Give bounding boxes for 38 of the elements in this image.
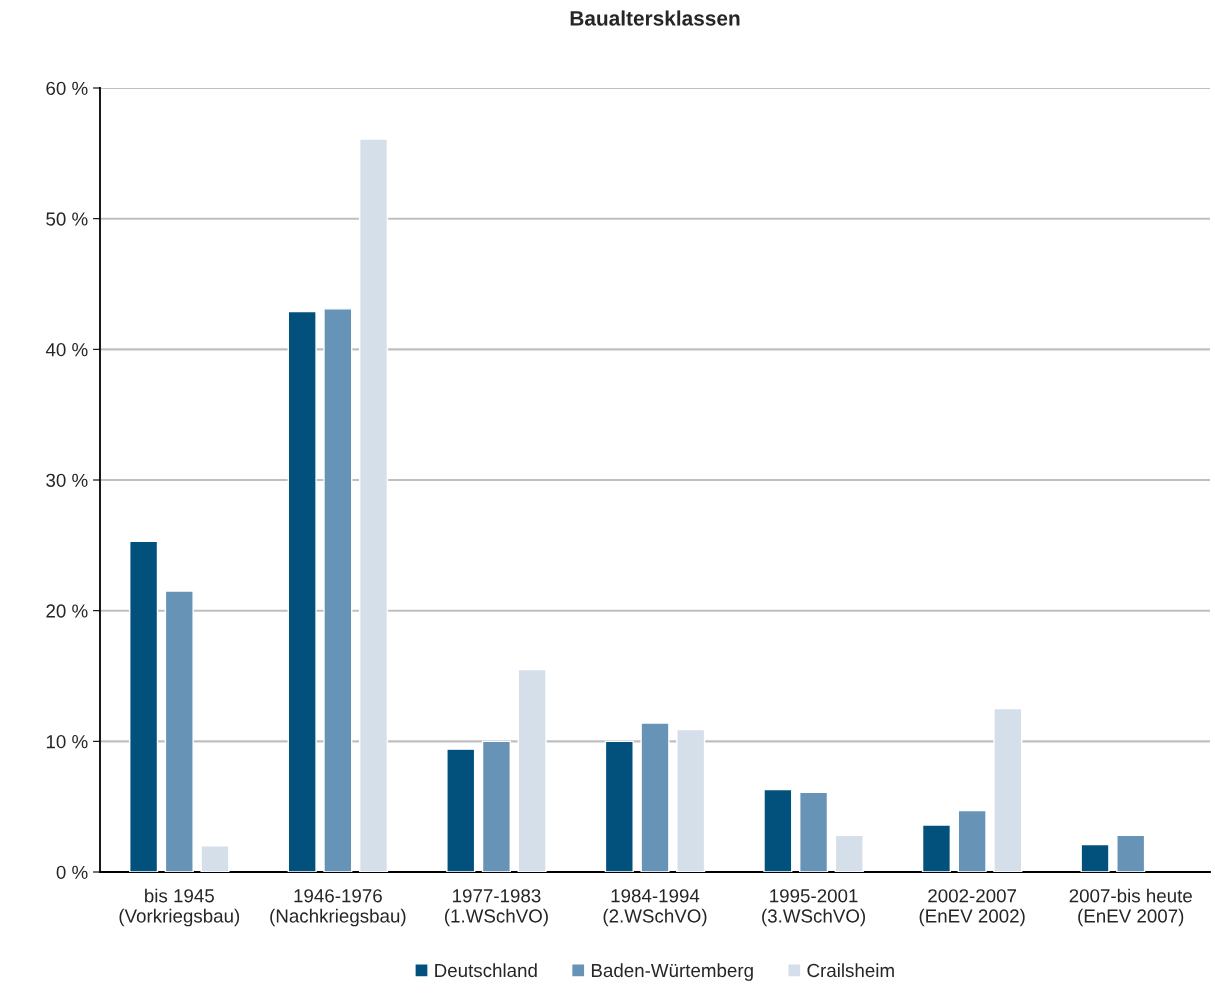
x-tick-label: 1995-2001 (3.WSchVO) (762, 889, 866, 927)
y-tick-label: 40 % (45, 343, 88, 357)
chart-title: Baualtersklassen (570, 10, 740, 26)
bar (604, 740, 634, 872)
bar (763, 788, 793, 872)
bar (1116, 834, 1146, 872)
bar (129, 540, 159, 872)
bar (323, 308, 353, 872)
bar (799, 791, 829, 872)
x-tick-label: 2002-2007 (EnEV 2002) (919, 889, 1025, 927)
legend-label: Baden-Würtemberg (591, 963, 753, 981)
y-tick-label: 0 % (56, 865, 88, 879)
bar (834, 834, 864, 872)
y-tick-label: 50 % (46, 212, 88, 226)
bar (287, 310, 317, 872)
y-tick-label: 60 % (46, 81, 88, 95)
x-tick-label: 1984-1994 (2.WSchVO) (603, 889, 707, 927)
y-tick-label: 20 % (46, 604, 88, 618)
bar (446, 748, 476, 872)
legend-label: Deutschland (435, 963, 537, 978)
bar (1080, 843, 1110, 872)
bar (676, 728, 706, 872)
bar (200, 845, 230, 872)
y-tick-label: 30 % (46, 473, 88, 487)
x-tick-label: 1977-1983 (1.WSchVO) (444, 889, 548, 927)
bar (481, 740, 511, 872)
bar (993, 707, 1023, 872)
bar (517, 668, 547, 872)
y-tick-label: 10 % (46, 735, 88, 749)
bar (957, 809, 987, 872)
bar (640, 722, 670, 872)
x-tick-label: 1946-1976 (Nachkriegsbau) (270, 889, 406, 927)
bar (358, 138, 389, 872)
x-tick-label: 2007-bis heute (EnEV 2007) (1069, 888, 1192, 927)
bar (164, 590, 194, 872)
legend-label: Crailsheim (807, 963, 894, 978)
x-tick-label: bis 1945 (Vorkriegsbau) (119, 888, 240, 927)
bar (921, 824, 952, 872)
